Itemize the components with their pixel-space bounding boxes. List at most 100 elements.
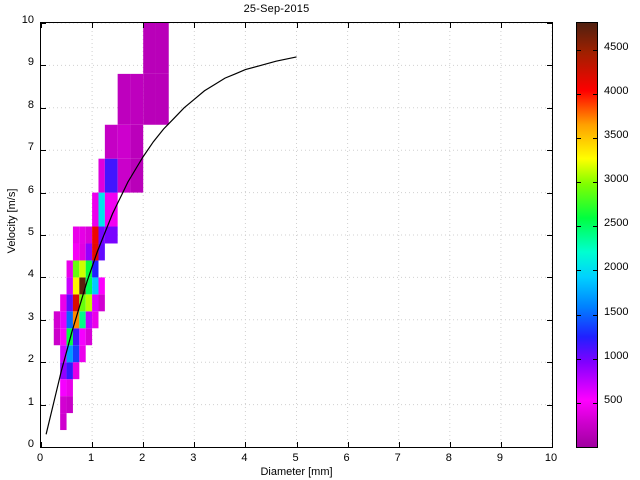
x-tick-label: 2 — [139, 452, 146, 464]
heatmap-cell — [104, 158, 118, 193]
y-axis-title: Velocity [m/s] — [6, 188, 18, 254]
y-tick — [41, 65, 46, 67]
heatmap-cell — [117, 124, 131, 159]
y-tick-label: 6 — [27, 183, 34, 196]
heatmap-cell — [79, 311, 86, 329]
heatmap-cell — [92, 192, 99, 227]
x-tick-label: 0 — [36, 452, 44, 464]
x-tick-top — [347, 23, 349, 28]
colorbar-tick — [577, 49, 581, 51]
y-tick-right — [547, 277, 552, 279]
x-tick-top — [143, 23, 145, 28]
y-tick-label: 4 — [27, 268, 34, 281]
colorbar-tick-label: 3500 — [604, 128, 629, 141]
colorbar-tick-right — [593, 137, 597, 139]
heatmap-cell — [53, 328, 61, 346]
x-tick — [347, 442, 349, 447]
heatmap-cell — [60, 413, 67, 431]
y-tick — [41, 404, 46, 406]
y-tick-right — [547, 404, 552, 406]
colorbar-tick-label: 4500 — [604, 40, 629, 53]
y-tick-right — [547, 319, 552, 321]
colorbar-gradient — [577, 23, 597, 447]
colorbar[interactable] — [576, 22, 598, 448]
colorbar-tick-right — [593, 314, 597, 316]
heatmap-cell — [85, 277, 93, 295]
heatmap-cell — [104, 226, 118, 244]
heatmap-cell — [92, 243, 99, 261]
colorbar-tick — [577, 182, 581, 183]
heatmap-cell — [85, 243, 93, 261]
heatmap-cell — [66, 277, 73, 295]
heatmap-cell — [79, 294, 86, 312]
x-axis-title: Diameter [mm] — [260, 466, 333, 478]
heatmap-cell — [98, 158, 105, 193]
heatmap-layer — [41, 23, 552, 447]
heatmap-cell — [79, 226, 86, 244]
heatmap-cell — [79, 345, 86, 363]
x-tick — [194, 442, 196, 447]
y-tick-right — [547, 362, 552, 364]
heatmap-cell — [72, 345, 80, 363]
y-tick-label: 10 — [21, 14, 34, 26]
x-tick-top — [41, 23, 42, 28]
y-tick-right — [547, 107, 552, 109]
x-tick — [143, 442, 145, 447]
heatmap-cell — [79, 277, 86, 295]
heatmap-cell — [92, 277, 99, 295]
heatmap-cell — [79, 260, 86, 278]
x-tick-label: 4 — [241, 452, 248, 464]
heatmap-cell — [117, 158, 131, 193]
chart-title: 25-Sep-2015 — [243, 3, 310, 15]
x-tick — [449, 442, 451, 447]
heatmap-cell — [85, 328, 93, 346]
y-tick — [41, 319, 46, 321]
heatmap-cell — [98, 294, 105, 312]
x-tick-label: 3 — [190, 452, 197, 464]
heatmap-cell — [98, 277, 105, 295]
colorbar-tick-right — [593, 49, 597, 51]
heatmap-cell — [66, 260, 73, 278]
y-tick-label: 0 — [27, 438, 34, 450]
y-tick — [41, 107, 46, 109]
colorbar-tick-label: 2500 — [604, 217, 629, 230]
heatmap-svg — [41, 23, 552, 447]
colorbar-tick-label: 3000 — [604, 173, 629, 185]
y-tick-label: 1 — [27, 395, 34, 408]
heatmap-cell — [104, 124, 118, 159]
heatmap-cell — [60, 396, 67, 414]
y-tick-label: 7 — [27, 141, 34, 154]
heatmap-cell — [85, 226, 93, 244]
heatmap-cell — [92, 311, 99, 329]
heatmap-cell — [72, 294, 80, 312]
terminal-velocity-curve — [45, 56, 297, 435]
colorbar-tick — [577, 402, 581, 404]
x-tick-top — [500, 23, 502, 28]
heatmap-cell — [72, 226, 80, 244]
heatmap-cell — [60, 379, 67, 397]
colorbar-tick — [577, 226, 581, 228]
heatmap-cell — [72, 328, 80, 346]
heatmap-cell — [117, 73, 131, 125]
y-tick-right — [547, 447, 552, 448]
x-tick-top — [398, 23, 400, 28]
y-tick — [41, 447, 46, 448]
colorbar-tick — [577, 314, 581, 316]
y-tick — [41, 150, 46, 152]
colorbar-tick-label: 1000 — [604, 349, 629, 362]
colorbar-tick — [577, 93, 581, 95]
colorbar-tick — [577, 137, 581, 139]
x-tick — [552, 442, 553, 447]
heatmap-cell — [60, 345, 67, 363]
heatmap-cell — [66, 328, 73, 346]
heatmap-cell — [104, 192, 118, 227]
colorbar-tick — [577, 270, 581, 272]
colorbar-tick-right — [593, 270, 597, 272]
colorbar-tick-label: 2000 — [604, 261, 629, 274]
x-tick-label: 9 — [496, 452, 503, 464]
heatmap-cell — [130, 124, 144, 159]
y-tick — [41, 235, 46, 236]
y-tick-right — [547, 150, 552, 152]
plot-area[interactable] — [40, 22, 553, 448]
heatmap-cell — [79, 243, 86, 261]
